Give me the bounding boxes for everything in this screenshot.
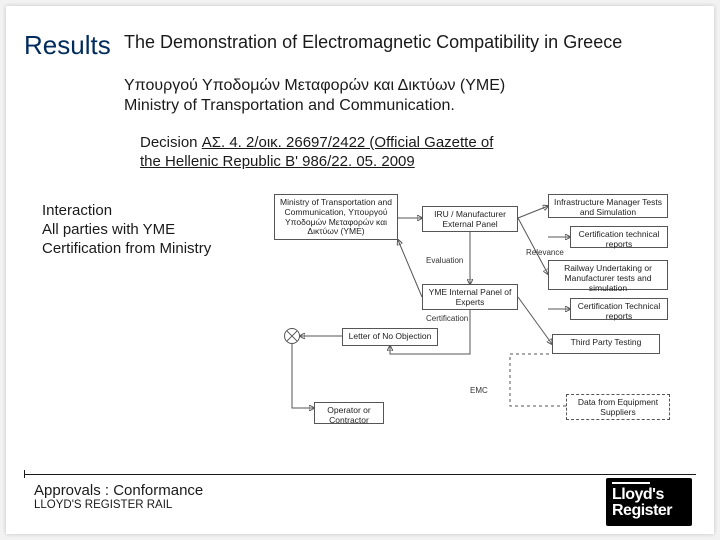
footer: Approvals : Conformance LLOYD'S REGISTER… (6, 472, 714, 534)
node-letter-no-objection: Letter of No Objection (342, 328, 438, 346)
node-third-party-testing: Third Party Testing (552, 334, 660, 354)
node-ministry: Ministry of Transportation and Communica… (274, 194, 398, 240)
lloyds-register-logo: Lloyd's Register (606, 478, 692, 526)
edge-label-evaluation: Evaluation (426, 256, 463, 265)
ministry-line-1: Υπουργού Υποδομών Μεταφορών και Δικτύων … (124, 76, 505, 96)
footer-text: Approvals : Conformance LLOYD'S REGISTER… (34, 482, 203, 512)
node-operator: Operator or Contractor (314, 402, 384, 424)
edge-label-emc: EMC (470, 386, 488, 395)
decision-block: Decision ΑΣ. 4. 2/οικ. 26697/2422 (Offic… (140, 134, 493, 172)
ministry-line-2: Ministry of Transportation and Communica… (124, 96, 505, 116)
edge-label-relevance: Relevance (526, 248, 564, 257)
footer-rule (24, 474, 696, 475)
decision-link-2: the Hellenic Republic Β' 986/22. 05. 200… (140, 153, 415, 170)
slide-subtitle: The Demonstration of Electromagnetic Com… (124, 32, 622, 53)
node-certification-a: Certification technical reports (570, 226, 668, 248)
footer-line-2: LLOYD'S REGISTER RAIL (34, 499, 203, 512)
node-certification-b: Certification Technical reports (570, 298, 668, 320)
decision-label: Decision (140, 134, 202, 151)
node-iru-panel: IRU / Manufacturer External Panel (422, 206, 518, 232)
flowchart: Ministry of Transportation and Communica… (266, 194, 696, 444)
interaction-line-1: Interaction (42, 202, 211, 221)
interaction-line-3: Certification from Ministry (42, 240, 211, 259)
node-railway-undertaking: Railway Undertaking or Manufacturer test… (548, 260, 668, 290)
node-equipment-data: Data from Equipment Suppliers (566, 394, 670, 420)
junction-no-objection (284, 328, 300, 344)
interaction-block: Interaction All parties with YME Certifi… (42, 202, 211, 258)
ministry-block: Υπουργού Υποδομών Μεταφορών και Δικτύων … (124, 76, 505, 116)
node-infrastructure-manager: Infrastructure Manager Tests and Simulat… (548, 194, 668, 218)
decision-link-1: ΑΣ. 4. 2/οικ. 26697/2422 (Official Gazet… (202, 134, 494, 151)
edge-label-certification: Certification (426, 314, 468, 323)
interaction-line-2: All parties with YME (42, 221, 211, 240)
node-yme-panel: YME Internal Panel of Experts (422, 284, 518, 310)
slide: Results The Demonstration of Electromagn… (6, 6, 714, 534)
footer-line-1: Approvals : Conformance (34, 482, 203, 499)
section-title: Results (24, 30, 111, 61)
logo-line-2: Register (612, 502, 686, 520)
footer-tick (24, 470, 25, 478)
